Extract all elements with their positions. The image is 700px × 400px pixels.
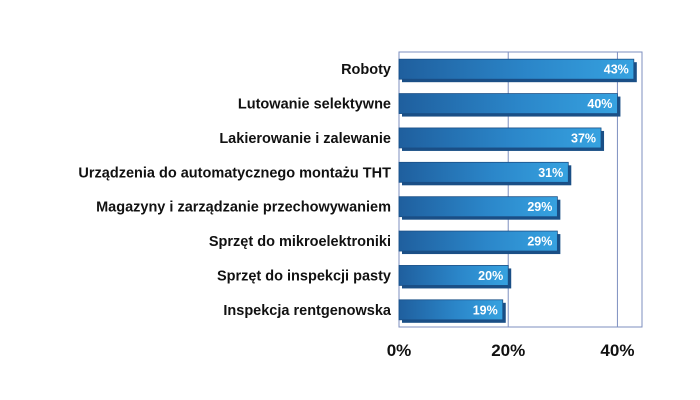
- category-label: Urządzenia do automatycznego montażu THT: [78, 165, 391, 181]
- value-label: 20%: [478, 269, 503, 283]
- value-label: 31%: [538, 166, 563, 180]
- x-tick-labels: 0% 20% 40%: [387, 341, 635, 360]
- bar: [398, 127, 602, 149]
- plot-area: 43% 40% 37% 31% 29% 29% 20% 19%: [398, 51, 643, 328]
- value-label: 29%: [527, 200, 552, 214]
- bar: [398, 58, 635, 80]
- x-tick-label: 40%: [600, 341, 634, 360]
- value-label: 43%: [604, 63, 629, 77]
- x-tick-label: 0%: [387, 341, 412, 360]
- value-label: 19%: [473, 303, 498, 317]
- category-label: Lutowanie selektywne: [238, 97, 391, 113]
- value-label: 37%: [571, 131, 596, 145]
- category-label: Lakierowanie i zalewanie: [219, 131, 391, 147]
- category-labels: Roboty Lutowanie selektywne Lakierowanie i…: [78, 62, 392, 319]
- category-label: Inspekcja rentgenowska: [223, 303, 392, 319]
- category-label: Roboty: [341, 62, 391, 78]
- bar: [398, 299, 504, 321]
- category-label: Magazyny i zarządzanie przechowywaniem: [96, 200, 391, 216]
- value-label: 40%: [587, 97, 612, 111]
- category-label: Sprzęt do inspekcji pasty: [217, 268, 391, 284]
- x-tick-label: 20%: [491, 341, 525, 360]
- bar: [398, 230, 558, 252]
- bar: [398, 161, 569, 183]
- plot-border: [398, 51, 643, 328]
- category-label: Sprzęt do mikroelektroniki: [209, 234, 391, 250]
- bar: [398, 93, 618, 114]
- bar: [398, 265, 509, 286]
- bar: [398, 196, 558, 218]
- value-label: 29%: [527, 235, 552, 249]
